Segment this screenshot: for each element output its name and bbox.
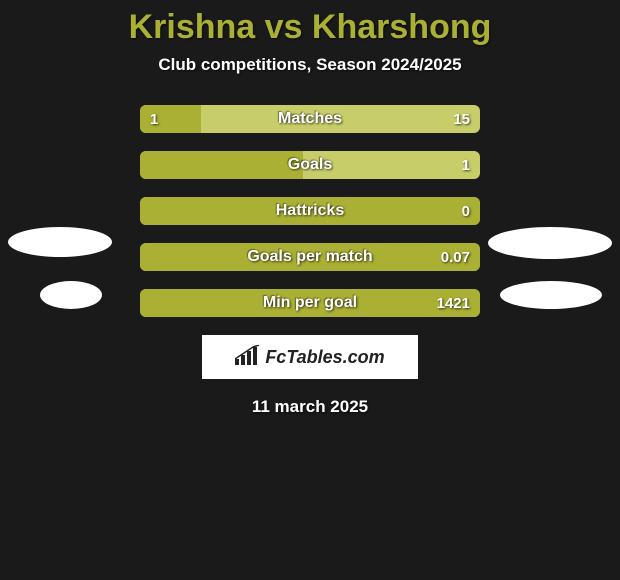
row-label: Min per goal <box>140 289 480 317</box>
right-value: 0 <box>462 197 470 225</box>
row-label: Hattricks <box>140 197 480 225</box>
page-title: Krishna vs Kharshong <box>0 0 620 47</box>
chart-row: Goals 1 <box>140 151 480 179</box>
right-value: 15 <box>453 105 470 133</box>
page-subtitle: Club competitions, Season 2024/2025 <box>0 55 620 75</box>
brand-box: FcTables.com <box>202 335 418 379</box>
player-left-avatar-2 <box>40 281 102 309</box>
row-label: Goals <box>140 151 480 179</box>
bars-icon <box>235 345 261 370</box>
right-value: 0.07 <box>441 243 470 271</box>
chart-row: 1 Matches 15 <box>140 105 480 133</box>
player-right-avatar <box>488 227 612 259</box>
chart-row: Hattricks 0 <box>140 197 480 225</box>
row-label: Goals per match <box>140 243 480 271</box>
chart-rows: 1 Matches 15 Goals 1 Hattricks 0 Goals p… <box>140 105 480 317</box>
date-text: 11 march 2025 <box>0 397 620 417</box>
row-label: Matches <box>140 105 480 133</box>
chart-row: Min per goal 1421 <box>140 289 480 317</box>
brand-text: FcTables.com <box>265 347 384 368</box>
player-left-avatar <box>8 227 112 257</box>
player-right-avatar-2 <box>500 281 602 309</box>
right-value: 1 <box>462 151 470 179</box>
chart-row: Goals per match 0.07 <box>140 243 480 271</box>
right-value: 1421 <box>437 289 470 317</box>
comparison-chart: 1 Matches 15 Goals 1 Hattricks 0 Goals p… <box>0 105 620 417</box>
